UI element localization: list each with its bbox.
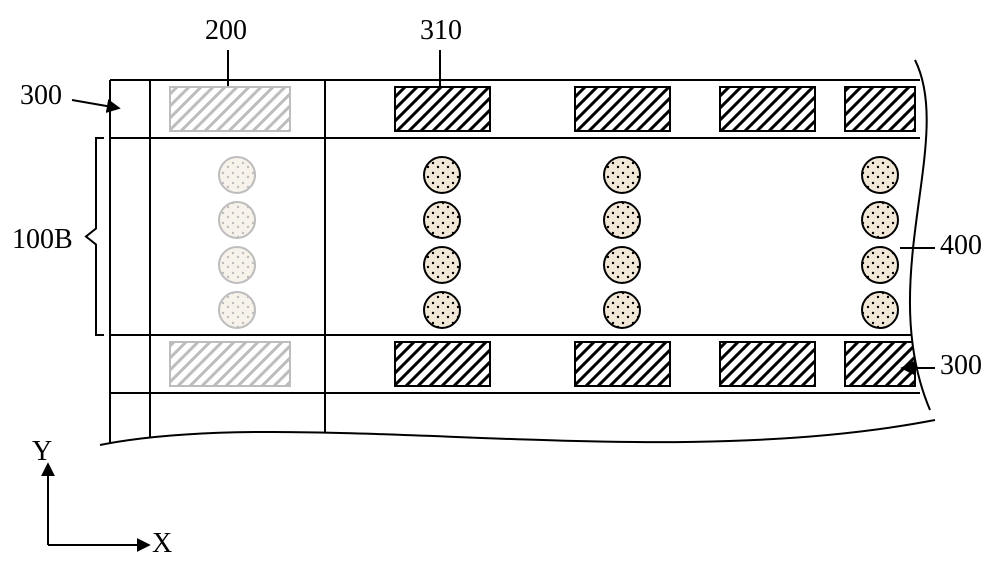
dotted-circles	[219, 157, 898, 328]
axis-x-label: X	[152, 528, 172, 560]
label-310: 310	[420, 15, 462, 47]
label-400: 400	[940, 230, 982, 262]
label-200: 200	[205, 15, 247, 47]
label-100b: 100B	[12, 224, 73, 256]
label-300-top: 300	[20, 80, 62, 112]
hatched-blocks	[170, 87, 915, 386]
label-300-bottom: 300	[940, 350, 982, 382]
axis-y-label: Y	[32, 436, 52, 468]
